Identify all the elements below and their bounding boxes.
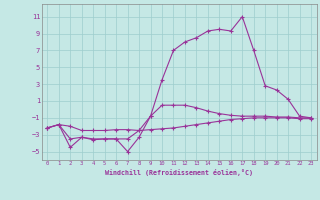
X-axis label: Windchill (Refroidissement éolien,°C): Windchill (Refroidissement éolien,°C): [105, 169, 253, 176]
